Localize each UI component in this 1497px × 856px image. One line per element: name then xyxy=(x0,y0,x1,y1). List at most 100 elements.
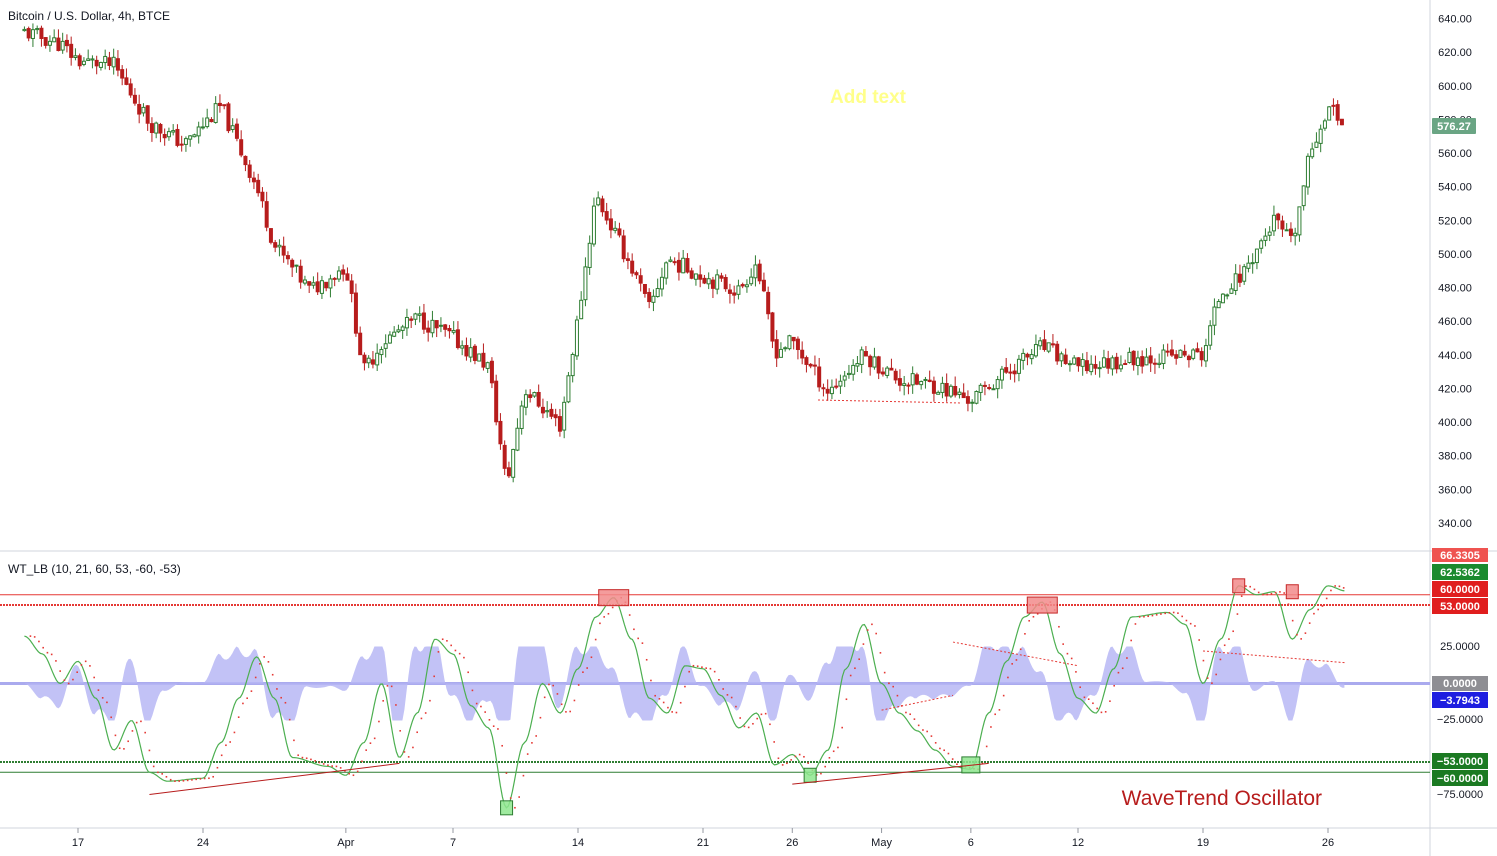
wt2-dot xyxy=(233,731,236,734)
candle-body xyxy=(39,27,44,39)
candle-body xyxy=(141,106,146,114)
osc-tick-minus-75: −75.0000 xyxy=(1437,789,1483,801)
wt2-dot xyxy=(1172,611,1175,614)
candle-body xyxy=(702,277,707,284)
candlestick-series xyxy=(22,23,1344,483)
wt2-dot xyxy=(514,806,516,809)
candle-body xyxy=(1033,344,1038,357)
wt2-dot xyxy=(182,779,185,782)
candle-body xyxy=(1101,357,1106,368)
wt2-dot xyxy=(1300,638,1302,640)
osc-tick-minus-25: −25.0000 xyxy=(1437,714,1483,726)
price-tick-label: 640.00 xyxy=(1438,14,1472,26)
support-trendline[interactable] xyxy=(817,399,963,404)
wt2-dot xyxy=(365,749,367,751)
candle-body xyxy=(290,259,295,268)
wt2-dot xyxy=(212,775,214,778)
candle-body xyxy=(1131,350,1136,366)
wt2-dot xyxy=(55,660,57,662)
candle-body xyxy=(183,138,188,145)
overbought-signal-box xyxy=(1285,584,1299,600)
wt2-dot xyxy=(441,638,444,641)
candle-body xyxy=(1305,155,1310,188)
wt2-dot xyxy=(29,635,32,637)
wt2-dot xyxy=(386,685,389,687)
price-axis[interactable]: 640.00620.00600.00580.00560.00540.00520.… xyxy=(1438,14,1472,531)
wt2-dot xyxy=(671,711,673,713)
candle-body xyxy=(532,392,537,397)
add-text-annotation[interactable]: Add text xyxy=(830,87,907,108)
wt2-dot xyxy=(922,729,924,731)
wt2-dot xyxy=(276,688,278,690)
candle-body xyxy=(936,391,941,395)
candle-body xyxy=(846,372,851,376)
wt2-dot xyxy=(1211,682,1213,684)
wt2-dot xyxy=(556,693,559,695)
candle-body xyxy=(132,94,137,104)
wt2-dot xyxy=(722,688,724,690)
candle-body xyxy=(443,324,448,330)
wt2-dot xyxy=(1219,658,1222,661)
wt2-dot xyxy=(127,740,129,743)
wt2-dot xyxy=(675,711,678,714)
candle-body xyxy=(842,375,847,381)
wt2-dot xyxy=(416,731,418,734)
candle-body xyxy=(94,59,99,67)
price-pane[interactable] xyxy=(0,0,1430,550)
candle-body xyxy=(723,277,728,290)
candle-body xyxy=(1157,362,1162,365)
wt2-dot xyxy=(497,728,499,730)
wt2-dot xyxy=(760,713,763,716)
candle-body xyxy=(659,276,664,290)
candle-body xyxy=(358,332,363,356)
candle-body xyxy=(1059,353,1064,362)
candle-body xyxy=(919,380,924,386)
candle-body xyxy=(77,55,82,67)
wt2-dot xyxy=(1032,615,1035,618)
candle-body xyxy=(264,201,269,228)
wt2-dot xyxy=(484,711,486,713)
wt2-dot xyxy=(327,764,329,767)
candle-body xyxy=(1114,356,1119,370)
candle-body xyxy=(528,394,533,399)
wt2-dot xyxy=(1313,612,1315,615)
wt2-dot xyxy=(114,734,117,737)
candle-body xyxy=(1127,351,1132,363)
candle-body xyxy=(1267,231,1272,236)
wt1-line xyxy=(24,585,1345,809)
candle-body xyxy=(409,318,414,321)
wt2-dot xyxy=(981,762,984,765)
wt2-dot xyxy=(764,712,767,715)
candle-body xyxy=(217,102,222,107)
candle-body xyxy=(851,364,856,375)
wt2-dot xyxy=(131,730,134,732)
candle-body xyxy=(268,228,273,243)
candle-body xyxy=(1250,262,1255,265)
candle-body xyxy=(825,388,830,394)
wt2-dot xyxy=(229,741,231,743)
candle-body xyxy=(715,274,720,290)
wt2-dot xyxy=(790,759,792,761)
candle-body xyxy=(1259,240,1264,249)
wt2-dot xyxy=(237,716,240,718)
candle-body xyxy=(1327,106,1332,121)
wt2-dot xyxy=(1249,585,1251,588)
candle-body xyxy=(957,391,962,396)
time-axis[interactable]: 17 24 Apr 7 14 21 26 May 6 12 19 26 xyxy=(72,828,1334,849)
candle-body xyxy=(1293,232,1298,237)
wt2-dot xyxy=(1185,619,1188,622)
wt2-dot xyxy=(1228,638,1230,640)
candle-body xyxy=(22,28,27,32)
wt2-dot xyxy=(1308,622,1311,624)
wt2-dot xyxy=(72,678,74,681)
candle-body xyxy=(1199,351,1204,361)
wt2-dot xyxy=(1096,707,1098,710)
candle-body xyxy=(1140,356,1145,367)
wt2-dot xyxy=(429,699,431,702)
candle-body xyxy=(273,242,278,248)
oscillator-axis[interactable]: 66.3305 62.5362 60.0000 53.0000 25.0000 … xyxy=(1432,548,1488,801)
candle-body xyxy=(651,295,656,303)
wt2-dot xyxy=(67,682,70,685)
indicator-title[interactable]: WT_LB (10, 21, 60, 53, -60, -53) xyxy=(8,562,181,576)
